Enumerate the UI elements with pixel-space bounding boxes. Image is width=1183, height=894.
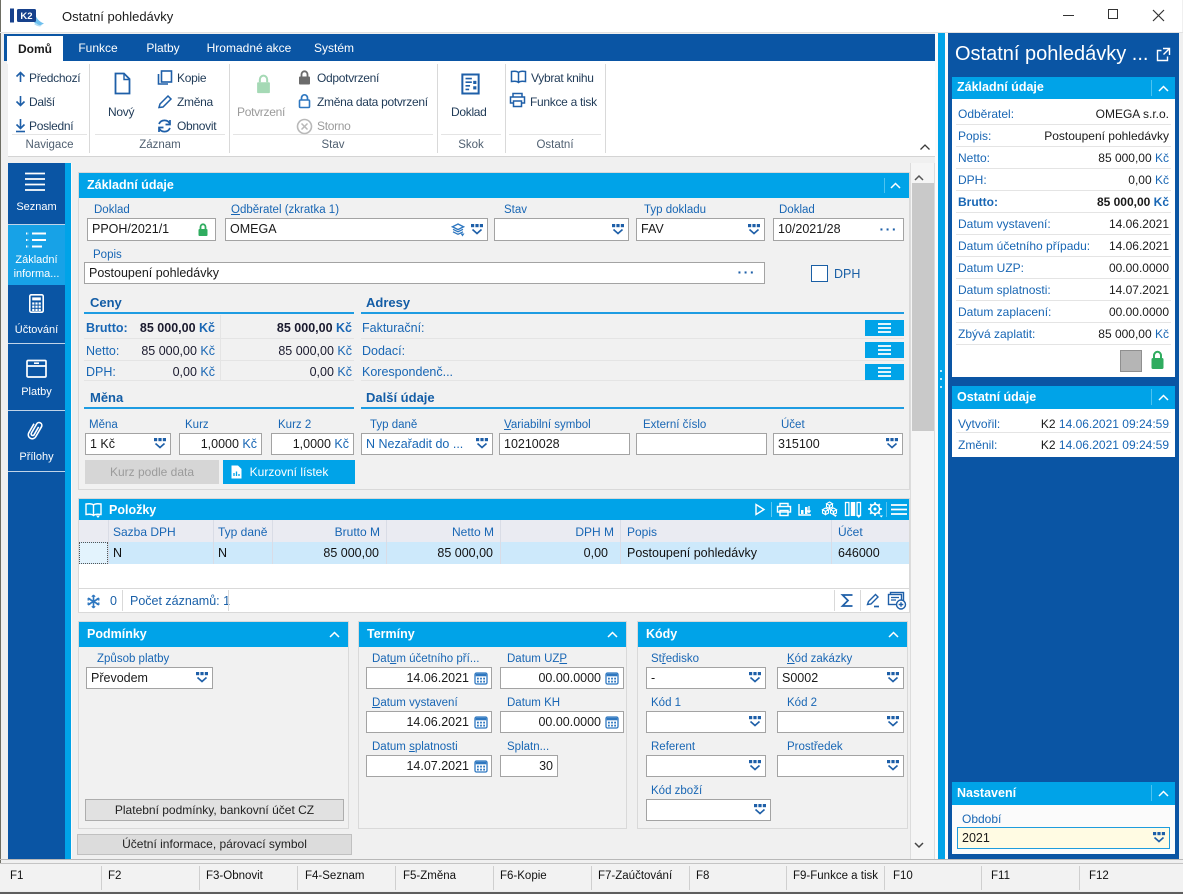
svg-text:K2: K2	[20, 11, 32, 22]
